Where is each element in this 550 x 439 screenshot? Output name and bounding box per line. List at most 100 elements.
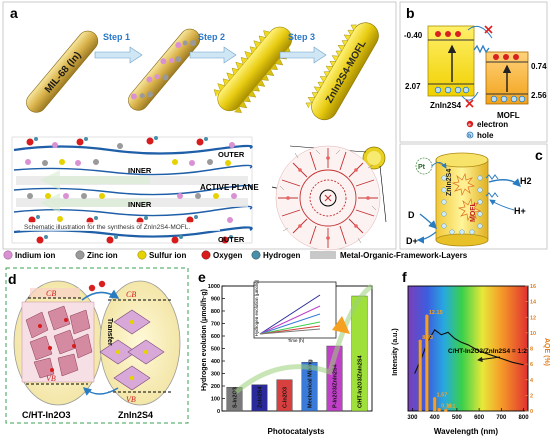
transfer-zigzag (473, 44, 490, 54)
step-2: Step 2 (189, 32, 237, 64)
transfer-arrow (81, 289, 120, 301)
znin2s4-crystal (99, 309, 165, 391)
chart-f-aqe-label: 0.1 (448, 404, 456, 410)
panel-d: d CB VB CB VB (5, 267, 189, 424)
hole-label: hole (477, 131, 494, 140)
step-2-arrow (189, 46, 237, 64)
holes-left (434, 86, 470, 94)
layer-outer-bottom: OUTER (218, 235, 245, 244)
chart-f-aqe-point (433, 397, 437, 401)
chart-e-ytick-label: 200 (211, 384, 220, 390)
chart-f-aqe-point (437, 407, 441, 412)
band-right-top: 0.74 (531, 62, 547, 71)
chart-e-ytick-label: 0 (217, 409, 220, 415)
inset-line-3 (259, 313, 321, 335)
chart-e-ytick-label: 900 (211, 297, 220, 303)
rod-end-cap-inner (367, 151, 381, 165)
layer-schematic: OUTER INNER INNER OUTER Schematic illust… (11, 136, 253, 244)
inset-line-4 (259, 321, 321, 335)
hole-icon (466, 131, 474, 139)
chart-e-ytick-label: 800 (211, 309, 220, 315)
legend-mofl-swatch (310, 251, 336, 259)
cylinder-dots (441, 175, 483, 235)
chart-e-bar-label: ZnIn2S4 (258, 386, 264, 408)
step-3-label: Step 3 (288, 32, 315, 42)
dplus-label: D+ (406, 236, 418, 246)
hole-symbol: h (468, 133, 471, 138)
rod-ions (130, 40, 197, 100)
d-label: D (408, 210, 415, 220)
cb-left: CB (46, 289, 56, 298)
inset-chart-e: Time (h) Hydrogen evolution (μmol/g) (253, 279, 337, 343)
chart-f-y2tick-label: 0 (530, 409, 533, 415)
vb-right: VB (126, 395, 136, 404)
chart-f-aqe-point (418, 339, 422, 343)
chart-f-ylabel-right: AQE (%) (543, 338, 550, 366)
legend-mofl: Metal-Organic-Framework-Layers (340, 251, 468, 260)
inset-line-1 (259, 294, 321, 335)
chart-e-ytick-label: 500 (211, 347, 220, 353)
chart-f-aqe-bar (432, 398, 437, 412)
legend-oxygen: Oxygen (213, 251, 242, 260)
panel-e: e 0 100 200 300 400 500 600 700 800 900 1000 S-In2O… (198, 269, 374, 436)
panel-d-label: d (8, 271, 17, 287)
chart-e-bar-label: S-In2O3 (233, 387, 239, 408)
chart-e-ytick-label: 600 (211, 334, 220, 340)
panel-f-label: f (402, 269, 407, 285)
chart-f-annotation: C/HT-In2O3/ZnIn2S4 = 1:2 (448, 348, 527, 355)
chart-e-ylabel: Hydrogen evolution (μmol/h·g) (201, 289, 208, 391)
chart-f-aqe-bar (418, 341, 422, 412)
chart-f-aqe-label: 1.57 (437, 393, 448, 399)
chart-e-ytick-label: 1000 (208, 284, 220, 290)
legend-zinc: Zinc ion (87, 251, 118, 260)
chart-f-xtick-label: 700 (496, 415, 507, 421)
panel-b-legend: e electron h hole (466, 120, 508, 140)
layer-outer-top: OUTER (218, 150, 245, 159)
legend-hydrogen: Hydrogen (263, 251, 300, 260)
electron-icon-d (88, 284, 96, 292)
chart-e-ytick-label: 400 (211, 359, 220, 365)
cb-right: CB (126, 290, 136, 299)
layer-inner-1: INNER (128, 166, 152, 175)
chart-f-aqe-bar (425, 315, 429, 412)
chart-f-aqe-point (425, 314, 429, 318)
chart-e-bar-label: C/HT-In2O3/ZnIn2S4 (358, 354, 364, 408)
chart-f-annotation-arrow (477, 356, 501, 363)
electron-icon (466, 120, 474, 128)
legend-sulfur: Sulfur ion (149, 251, 186, 260)
chart-e-ytick-label: 100 (211, 397, 220, 403)
holes-right (490, 95, 526, 103)
step-2-label: Step 2 (198, 32, 225, 42)
chart-e-bar (301, 362, 318, 412)
band-left-top: -0.40 (404, 31, 423, 40)
reaction-stars (451, 172, 482, 222)
hplus-label: H+ (514, 206, 526, 216)
step-1: Step 1 (94, 32, 143, 64)
blocked-path-bottom (461, 91, 479, 101)
step-1-arrow (94, 46, 143, 64)
legend-hydrogen-icon (251, 250, 261, 260)
cylinder-bottom (435, 233, 489, 247)
chart-e-bar-label: C-In2O3 (283, 387, 289, 408)
chart-e-xlabel: Photocatalysts (268, 427, 325, 436)
chart-f-xtick-label: 400 (430, 415, 441, 421)
chart-e-ytick-label: 700 (211, 322, 220, 328)
chart-f-xtick-label: 600 (474, 415, 485, 421)
inset-line-6 (259, 328, 321, 335)
legend-zinc-icon (75, 250, 85, 260)
chart-f-y2tick-label: 10 (530, 331, 536, 337)
band-right-name: MOFL (497, 111, 520, 120)
panel-c-label: c (535, 147, 543, 163)
chart-f-y2tick-label: 8 (530, 347, 533, 353)
chart-f-intensity-line (414, 328, 524, 374)
pt-label: Pt (418, 164, 426, 171)
chart-f-xtick-label: 300 (407, 415, 418, 421)
layer-inner-2: INNER (128, 200, 152, 209)
blocked-path-top (467, 25, 493, 39)
chart-f-y2tick-label: 12 (530, 315, 536, 321)
d-left-name: C/HT-In2O3 (22, 410, 71, 420)
chart-f-aqe-point (444, 408, 448, 412)
transfer-label: Transfer (106, 318, 113, 346)
step-3: Step 3 (279, 32, 327, 64)
